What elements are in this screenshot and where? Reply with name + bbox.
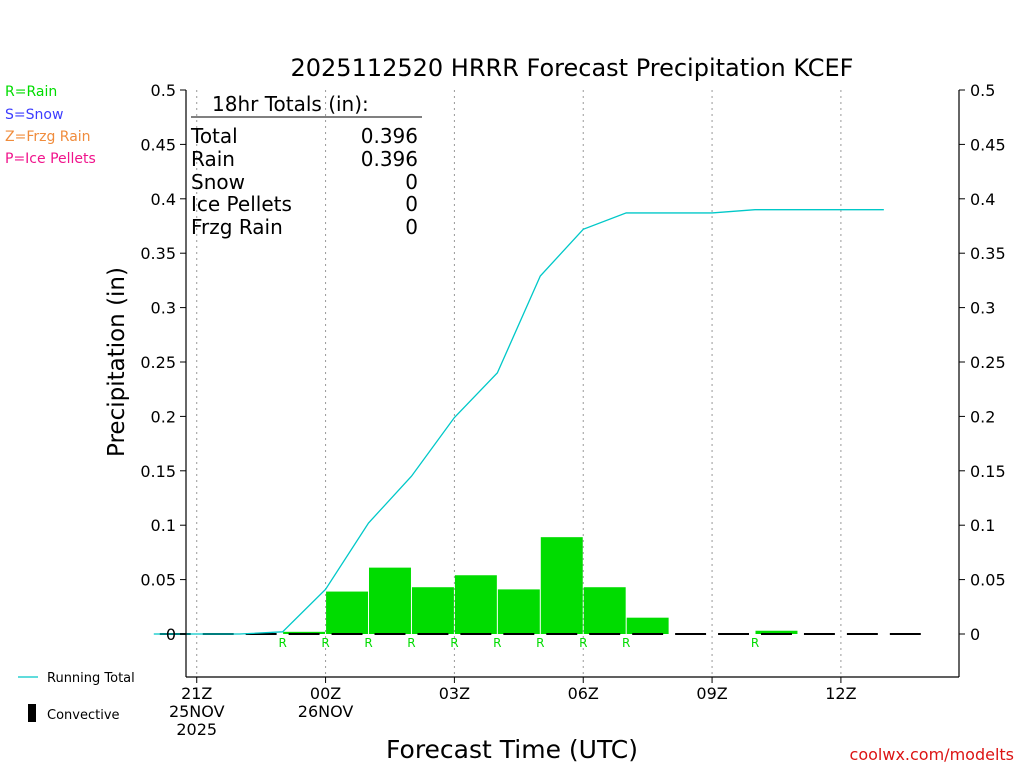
precip-bar (454, 575, 497, 634)
y-tick-label-right: 0.1 (970, 516, 995, 535)
ptype-marker: R (407, 636, 415, 650)
ptype-marker: R (364, 636, 372, 650)
chart-title: 2025112520 HRRR Forecast Precipitation K… (290, 54, 853, 82)
ptype-marker: R (321, 636, 329, 650)
ptype-marker: R (450, 636, 458, 650)
precip-bar (583, 587, 626, 634)
precip-bar (369, 567, 411, 634)
ptype-legend: R=Rain S=Snow Z=Frzg Rain P=Ice Pellets (5, 84, 96, 167)
totals-label-rain: Rain (191, 147, 235, 171)
precip-bar (755, 630, 798, 634)
y-tick-label-left: 0 (166, 625, 176, 644)
y-tick-label-right: 0.45 (970, 135, 1006, 154)
totals-label-ice-pellets: Ice Pellets (191, 192, 292, 216)
x-tick-label: 26NOV (298, 702, 354, 721)
precip-bar (540, 537, 583, 634)
x-tick-label: 21Z (181, 684, 212, 703)
ptype-marker: R (278, 636, 286, 650)
precip-bar (326, 591, 369, 634)
y-tick-label-right: 0.25 (970, 353, 1006, 372)
ptype-marker: R (751, 636, 759, 650)
precip-bar (626, 617, 669, 634)
y-tick-label-left: 0.3 (151, 299, 176, 318)
legend-frzg-rain: Z=Frzg Rain (5, 129, 91, 145)
legend-rain: R=Rain (5, 84, 57, 100)
x-tick-label: 09Z (696, 684, 727, 703)
running-total-line (153, 209, 884, 635)
ptype-marker: R (579, 636, 587, 650)
precip-bar (497, 589, 540, 634)
y-tick-label-right: 0.4 (970, 190, 995, 209)
totals-value-rain: 0.396 (361, 147, 418, 171)
totals-value-snow: 0 (405, 170, 418, 194)
y-tick-label-left: 0.05 (140, 571, 176, 590)
y-tick-label-left: 0.35 (140, 244, 176, 263)
x-tick-label: 00Z (310, 684, 341, 703)
totals-value-ice-pellets: 0 (405, 192, 418, 216)
y-tick-label-left: 0.45 (140, 135, 176, 154)
axes: 0 00.05 0.050.1 0.10.15 0.150.2 0.20.25 0.250.… (140, 81, 1005, 739)
y-tick-label-left: 0.1 (151, 516, 176, 535)
convective-legend-swatch (28, 704, 36, 722)
ptype-marker: R (622, 636, 630, 650)
footer-credit: coolwx.com/modelts (850, 745, 1014, 764)
y-tick-label-left: 0.4 (151, 190, 176, 209)
x-tick-label: 12Z (825, 684, 856, 703)
y-tick-label-right: 0.35 (970, 244, 1006, 263)
totals-label-snow: Snow (191, 170, 245, 194)
x-tick-label: 25NOV (169, 702, 225, 721)
precip-bar (283, 631, 326, 634)
y-tick-label-right: 0.15 (970, 462, 1006, 481)
x-tick-label: 03Z (439, 684, 470, 703)
y-axis-label: Precipitation (in) (104, 267, 130, 457)
running-total-series (153, 209, 884, 635)
x-axis-label: Forecast Time (UTC) (386, 735, 638, 764)
y-tick-label-right: 0.3 (970, 299, 995, 318)
hourly-precip-bars (159, 537, 921, 635)
y-tick-label-left: 0.15 (140, 462, 176, 481)
running-total-legend-label: Running Total (47, 671, 135, 686)
totals-label-frzg-rain: Frzg Rain (191, 215, 283, 239)
convective-legend-label: Convective (47, 708, 120, 723)
ptype-marker: R (536, 636, 544, 650)
y-tick-label-right: 0.5 (970, 81, 995, 100)
y-tick-label-right: 0.2 (970, 407, 995, 426)
y-tick-label-right: 0.05 (970, 571, 1006, 590)
grid-lines (196, 90, 842, 677)
x-tick-label: 2025 (176, 720, 217, 739)
legend-snow: S=Snow (5, 107, 63, 123)
legend-ice-pellets: P=Ice Pellets (5, 151, 96, 167)
y-tick-label-left: 0.2 (151, 407, 176, 426)
totals-value-total: 0.396 (361, 124, 418, 148)
series-legend: Running Total Convective (18, 671, 135, 723)
totals-value-frzg-rain: 0 (405, 215, 418, 239)
totals-box: 18hr Totals (in): Total 0.396 Rain 0.396… (190, 92, 422, 239)
x-tick-label: 06Z (568, 684, 599, 703)
ptype-marker: R (493, 636, 501, 650)
precip-bar (411, 587, 454, 634)
y-tick-label-right: 0 (970, 625, 980, 644)
y-tick-label-left: 0.5 (151, 81, 176, 100)
totals-heading: 18hr Totals (in): (212, 92, 369, 116)
y-tick-label-left: 0.25 (140, 353, 176, 372)
totals-label-total: Total (190, 124, 238, 148)
